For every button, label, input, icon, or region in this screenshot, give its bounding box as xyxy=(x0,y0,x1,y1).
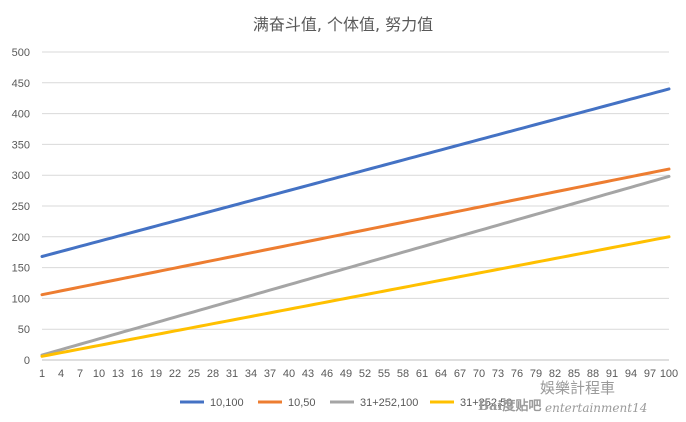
y-tick-label: 350 xyxy=(12,139,30,151)
x-tick-label: 85 xyxy=(568,368,580,380)
x-tick-label: 25 xyxy=(188,368,200,380)
y-tick-label: 200 xyxy=(12,232,30,244)
y-tick-label: 400 xyxy=(12,109,30,121)
gridlines xyxy=(42,51,669,361)
x-tick-label: 7 xyxy=(77,368,83,380)
series-lines xyxy=(40,87,671,358)
x-tick-label: 61 xyxy=(416,368,428,380)
x-tick-label: 40 xyxy=(283,368,295,380)
x-tick-label: 37 xyxy=(264,368,276,380)
x-tick-label: 94 xyxy=(625,368,637,380)
x-tick-label: 19 xyxy=(150,368,162,380)
y-tick-label: 300 xyxy=(12,170,30,182)
x-tick-label: 73 xyxy=(492,368,504,380)
x-tick-label: 67 xyxy=(454,368,466,380)
x-tick-label: 79 xyxy=(530,368,542,380)
x-tick-label: 64 xyxy=(435,368,447,380)
y-tick-label: 450 xyxy=(12,78,30,90)
series-line xyxy=(40,167,671,297)
x-tick-label: 31 xyxy=(226,368,238,380)
x-tick-label: 88 xyxy=(587,368,599,380)
x-tick-label: 13 xyxy=(112,368,124,380)
x-tick-label: 16 xyxy=(131,368,143,380)
x-tick-label: 4 xyxy=(58,368,64,380)
y-tick-label: 100 xyxy=(12,293,30,305)
en-watermark: entertainment14 xyxy=(545,401,647,415)
series-line xyxy=(40,87,671,259)
x-tick-label: 76 xyxy=(511,368,523,380)
x-tick-label: 82 xyxy=(549,368,561,380)
x-tick-label: 58 xyxy=(397,368,409,380)
x-tick-label: 1 xyxy=(39,368,45,380)
x-tick-label: 97 xyxy=(644,368,656,380)
x-tick-label: 70 xyxy=(473,368,485,380)
x-tick-label: 34 xyxy=(245,368,257,380)
legend-label: 10,100 xyxy=(210,397,244,409)
x-tick-label: 55 xyxy=(378,368,390,380)
x-tick-label: 43 xyxy=(302,368,314,380)
x-tick-label: 100 xyxy=(660,368,678,380)
y-tick-label: 0 xyxy=(24,355,30,367)
x-tick-label: 49 xyxy=(340,368,352,380)
legend-label: 31+252,50 xyxy=(460,397,512,409)
cn-watermark: 娛樂計程車 xyxy=(540,379,615,397)
y-tick-label: 250 xyxy=(12,201,30,213)
series-line xyxy=(40,235,671,358)
y-tick-label: 150 xyxy=(12,263,30,275)
series-line xyxy=(40,174,671,357)
x-tick-label: 22 xyxy=(169,368,181,380)
baidu-watermark: Bai度贴吧 xyxy=(478,398,541,414)
x-tick-label: 52 xyxy=(359,368,371,380)
x-tick-label: 10 xyxy=(93,368,105,380)
y-tick-label: 50 xyxy=(18,324,30,336)
chart-title: 满奋斗值, 个体值, 努力值 xyxy=(253,15,433,34)
x-tick-label: 91 xyxy=(606,368,618,380)
x-tick-label: 46 xyxy=(321,368,333,380)
y-tick-label: 500 xyxy=(12,47,30,59)
legend: 10,100 10,50 31+252,100 31+252,50 xyxy=(180,397,512,409)
x-tick-label: 28 xyxy=(207,368,219,380)
axes: 0 50 100 150 200 250 300 350 400 450 500 1 4 7 10 13 16 1… xyxy=(12,47,679,380)
watermark: Bai度贴吧 娛樂計程車 entertainment14 xyxy=(478,379,647,415)
legend-label: 10,50 xyxy=(288,397,316,409)
legend-label: 31+252,100 xyxy=(360,397,418,409)
